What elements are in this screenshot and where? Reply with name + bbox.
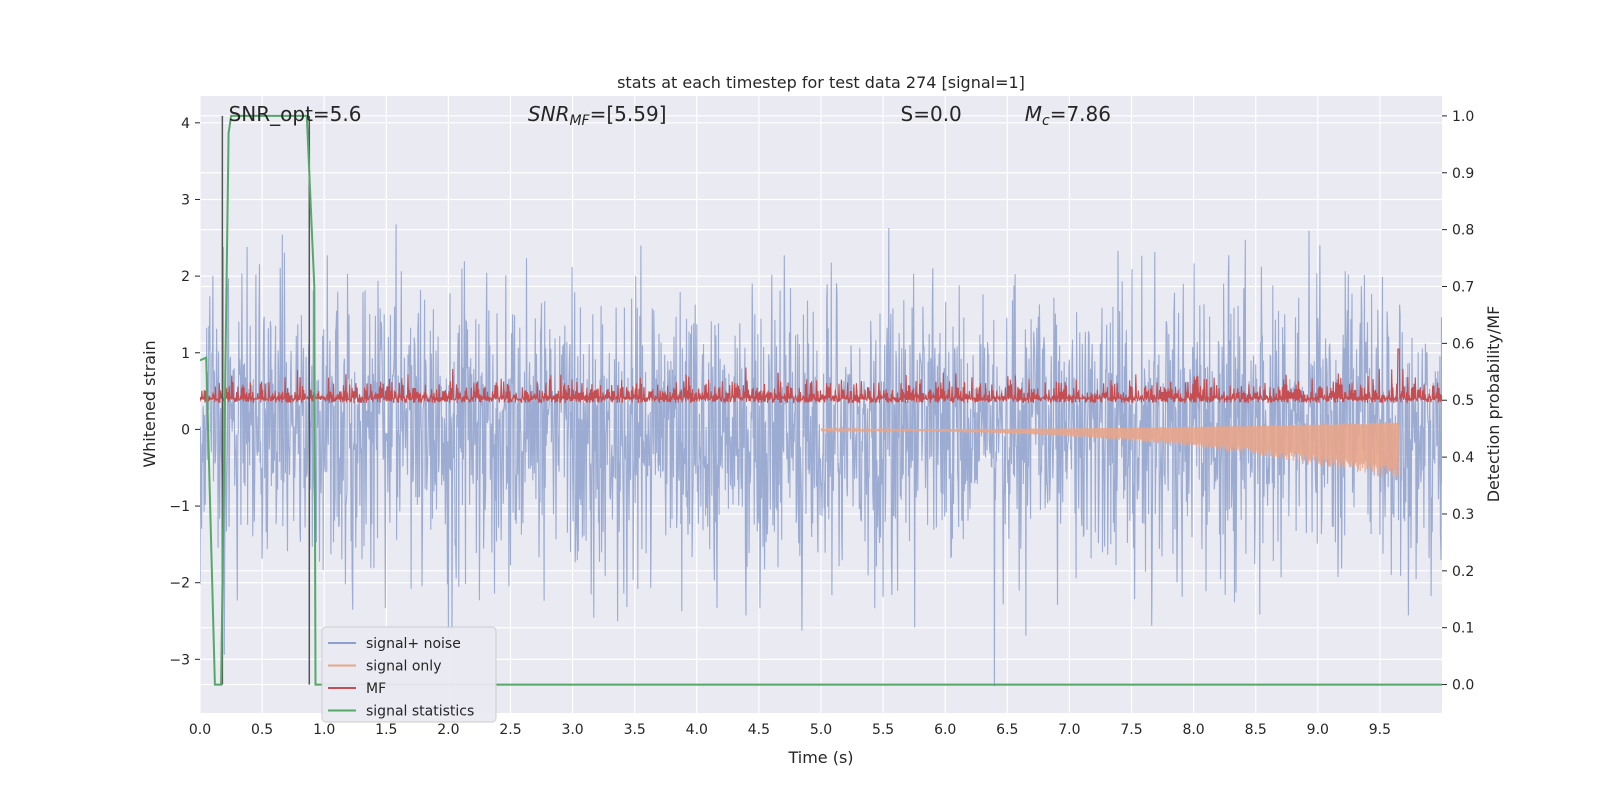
x-tick-label: 3.0 (561, 722, 583, 738)
y-tick-label-right: 0.0 (1452, 678, 1474, 694)
y-tick-label-right: 0.2 (1452, 564, 1474, 580)
y-tick-label-right: 1.0 (1452, 109, 1474, 125)
series-mf (200, 348, 1442, 404)
annotation-main: M (1025, 102, 1042, 126)
y-tick-label-right: 0.4 (1452, 450, 1474, 466)
x-tick-label: 9.5 (1369, 722, 1391, 738)
x-tick-label: 5.5 (872, 722, 894, 738)
legend-entry: signal only (366, 659, 441, 675)
annotation-subscript: MF (569, 113, 590, 129)
x-tick-label: 2.5 (499, 722, 521, 738)
x-tick-label: 8.5 (1245, 722, 1267, 738)
annotation-main: SNR_opt=5.6 (229, 102, 362, 126)
annotation-value: =0.0 (913, 102, 962, 126)
annotation-value: =[5.59] (590, 102, 667, 126)
x-tick-label: 1.5 (375, 722, 397, 738)
series-signal-statistics (200, 114, 1442, 686)
y-tick-label-left: −2 (169, 576, 190, 592)
x-tick-label: 7.0 (1058, 722, 1080, 738)
y-tick-label-left: 3 (181, 192, 190, 208)
y-tick-label-right: 0.6 (1452, 336, 1474, 352)
grid (199, 96, 1442, 713)
annotation-subscript: c (1042, 113, 1050, 129)
x-tick-label: 6.5 (996, 722, 1018, 738)
axes: 0.0 0.5 1.0 1.5 2.0 2.5 3.0 3.5 4.0 4.5 5.0 5.5 6.0 6… (169, 109, 1474, 738)
x-tick-label: 3.5 (624, 722, 646, 738)
y-axis-label-left: Whitened strain (140, 340, 159, 467)
y-tick-label-right: 0.9 (1452, 166, 1474, 182)
legend-entry: signal+ noise (366, 636, 461, 652)
legend-entry: signal statistics (366, 704, 474, 720)
x-tick-label: 5.0 (810, 722, 832, 738)
x-axis-label: Time (s) (787, 748, 853, 767)
y-axis-label-right: Detection probability/MF (1484, 306, 1503, 503)
y-tick-label-left: 2 (181, 269, 190, 285)
x-tick-label: 4.5 (748, 722, 770, 738)
plot-area (200, 114, 1442, 687)
x-tick-label: 6.0 (934, 722, 956, 738)
annotation: Mc=7.86 (1025, 102, 1111, 129)
annotation: SNR_opt=5.6 (229, 102, 362, 126)
x-tick-label: 0.5 (251, 722, 273, 738)
y-tick-label-left: −1 (169, 499, 190, 515)
x-tick-label: 1.0 (313, 722, 335, 738)
y-tick-label-left: 0 (181, 422, 190, 438)
legend-box (321, 626, 497, 723)
legend-entry: MF (366, 681, 386, 697)
annotation-main: S (901, 102, 914, 126)
x-tick-label: 9.0 (1307, 722, 1329, 738)
annotation-value: =7.86 (1050, 102, 1111, 126)
series-signal-only (820, 422, 1400, 480)
y-tick-label-left: −3 (169, 652, 190, 668)
annotation: S=0.0 (901, 102, 962, 126)
series-signal-noise (200, 224, 1442, 687)
x-tick-label: 2.0 (437, 722, 459, 738)
annotations: SNR_opt=5.6 SNRMF=[5.59] S=0.0 Mc=7.86 (229, 102, 1111, 129)
y-tick-label-left: 4 (181, 116, 190, 132)
chart-title: stats at each timestep for test data 274… (617, 73, 1025, 92)
legend: signal+ noise signal only MF signal statist… (321, 626, 497, 723)
x-tick-label: 8.0 (1182, 722, 1204, 738)
x-tick-label: 4.0 (686, 722, 708, 738)
x-tick-label: 7.5 (1120, 722, 1142, 738)
annotation-main: SNR (528, 102, 570, 126)
y-tick-label-right: 0.1 (1452, 621, 1474, 637)
x-tick-label: 0.0 (189, 722, 211, 738)
y-tick-label-right: 0.8 (1452, 223, 1474, 239)
y-tick-label-right: 0.5 (1452, 393, 1474, 409)
y-tick-label-left: 1 (181, 346, 190, 362)
y-tick-label-right: 0.3 (1452, 507, 1474, 523)
annotation: SNRMF=[5.59] (528, 102, 667, 129)
y-tick-label-right: 0.7 (1452, 280, 1474, 296)
